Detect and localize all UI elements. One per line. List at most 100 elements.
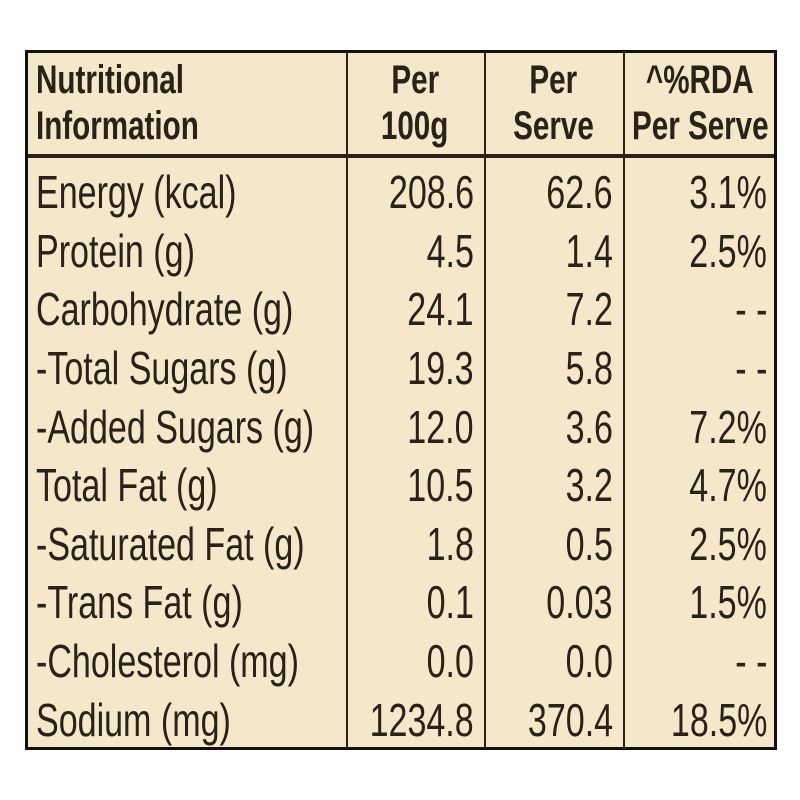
nutrient-value-text: 2.5%: [689, 224, 767, 277]
header-divider: [28, 154, 774, 158]
column-divider: [346, 53, 348, 747]
column-divider: [484, 53, 486, 747]
header-cell-text: ^%RDA: [646, 58, 754, 102]
header-cell: Nutritional: [36, 57, 336, 103]
nutrient-value: - -: [625, 632, 767, 691]
nutrient-value: 62.6: [486, 163, 613, 222]
nutrient-value-text: 2.5%: [689, 517, 767, 570]
nutrient-label: Carbohydrate (g): [36, 280, 336, 339]
nutrient-value-text: 4.7%: [689, 459, 767, 512]
nutrient-value: 0.03: [486, 573, 613, 632]
nutrient-value: 3.2: [486, 456, 613, 515]
nutrient-label: -Cholesterol (mg): [36, 632, 336, 691]
nutrient-value: 0.1: [348, 573, 474, 632]
nutrient-value: 4.5: [348, 222, 474, 281]
nutrient-label: Total Fat (g): [36, 456, 336, 515]
header-cell: Per Serve: [625, 103, 774, 149]
nutrient-value: 10.5: [348, 456, 474, 515]
nutrient-value: 7.2: [486, 280, 613, 339]
header-cell-text: 100g: [381, 104, 449, 148]
nutrient-label: Protein (g): [36, 222, 336, 281]
nutrient-value: 2.5%: [625, 515, 767, 574]
nutrient-value-text: 24.1: [407, 283, 474, 336]
nutrient-value-text: 370.4: [527, 693, 613, 746]
nutrient-label: -Total Sugars (g): [36, 339, 336, 398]
nutrient-value-text: 4.5: [426, 224, 474, 277]
nutrient-value-text: 10.5: [407, 459, 474, 512]
nutrient-value-text: 7.2%: [689, 400, 767, 453]
nutrient-value: 2.5%: [625, 222, 767, 281]
nutrient-value: 1.8: [348, 515, 474, 574]
nutrient-value-text: 0.03: [546, 576, 613, 629]
nutrient-value: 5.8: [486, 339, 613, 398]
nutrient-value-text: 1234.8: [369, 693, 474, 746]
nutrient-label: -Added Sugars (g): [36, 397, 336, 456]
nutrient-value-text: 0.0: [565, 635, 613, 688]
header-cell-text: Per: [391, 58, 439, 102]
nutrient-label: -Trans Fat (g): [36, 573, 336, 632]
nutrient-value-text: 1.8: [426, 517, 474, 570]
nutrient-value: 18.5%: [625, 690, 767, 747]
nutrient-value: 208.6: [348, 163, 474, 222]
nutrient-value: 12.0: [348, 397, 474, 456]
nutrient-value: - -: [625, 280, 767, 339]
nutrient-label-text: Sodium (mg): [36, 693, 231, 746]
nutrient-value-text: - -: [734, 635, 767, 688]
nutrient-label: Energy (kcal): [36, 163, 336, 222]
nutrient-label-text: -Added Sugars (g): [36, 400, 315, 453]
nutrient-value: 19.3: [348, 339, 474, 398]
header-cell-text: Information: [36, 104, 199, 148]
nutrient-value: 24.1: [348, 280, 474, 339]
nutrient-label-text: Carbohydrate (g): [36, 283, 294, 336]
header-cell: 100g: [348, 103, 482, 149]
nutrient-value: 0.0: [348, 632, 474, 691]
nutrient-label-text: Energy (kcal): [36, 166, 237, 219]
nutrient-value-text: 1.5%: [689, 576, 767, 629]
nutrient-value: 7.2%: [625, 397, 767, 456]
header-cell: ^%RDA: [625, 57, 774, 103]
nutrient-value-text: 12.0: [407, 400, 474, 453]
nutrient-label-text: Protein (g): [36, 224, 195, 277]
nutrient-value-text: - -: [734, 283, 767, 336]
header-cell-text: Serve: [513, 104, 594, 148]
nutrient-value-text: 0.1: [426, 576, 474, 629]
nutrient-value-text: 18.5%: [670, 693, 767, 746]
nutrient-value-text: 62.6: [546, 166, 613, 219]
nutrient-value: 1.4: [486, 222, 613, 281]
header-cell: Serve: [486, 103, 621, 149]
nutrient-label-text: -Cholesterol (mg): [36, 635, 299, 688]
nutrient-value: 1234.8: [348, 690, 474, 747]
nutrient-label: -Saturated Fat (g): [36, 515, 336, 574]
nutrient-value-text: 0.5: [565, 517, 613, 570]
header-cell-text: Per Serve: [631, 104, 769, 148]
nutrient-value: - -: [625, 339, 767, 398]
nutrient-label-text: Total Fat (g): [36, 459, 218, 512]
nutrient-value: 1.5%: [625, 573, 767, 632]
nutrient-value-text: 1.4: [565, 224, 613, 277]
nutrient-value-text: 7.2: [565, 283, 613, 336]
nutrient-value-text: 19.3: [407, 342, 474, 395]
header-cell: Information: [36, 103, 336, 149]
nutrient-value: 3.1%: [625, 163, 767, 222]
nutrient-value-text: 0.0: [426, 635, 474, 688]
nutrient-value-text: - -: [734, 342, 767, 395]
nutrition-table: Nutritional Information Per 100g Per Serve ^%R…: [25, 50, 777, 750]
nutrient-value-text: 3.1%: [689, 166, 767, 219]
nutrient-label-text: -Total Sugars (g): [36, 342, 288, 395]
header-cell-text: Nutritional: [36, 58, 184, 102]
nutrient-label-text: -Trans Fat (g): [36, 576, 243, 629]
nutrient-label-text: -Saturated Fat (g): [36, 517, 305, 570]
nutrient-value: 0.0: [486, 632, 613, 691]
nutrient-value: 4.7%: [625, 456, 767, 515]
column-divider: [623, 53, 625, 747]
nutrient-value: 3.6: [486, 397, 613, 456]
header-cell: Per: [348, 57, 482, 103]
header-cell-text: Per: [529, 58, 578, 102]
nutrient-value: 0.5: [486, 515, 613, 574]
nutrient-value-text: 3.2: [565, 459, 613, 512]
nutrient-label: Sodium (mg): [36, 690, 336, 747]
nutrient-value-text: 3.6: [565, 400, 613, 453]
nutrient-value-text: 208.6: [388, 166, 474, 219]
header-cell: Per: [486, 57, 621, 103]
